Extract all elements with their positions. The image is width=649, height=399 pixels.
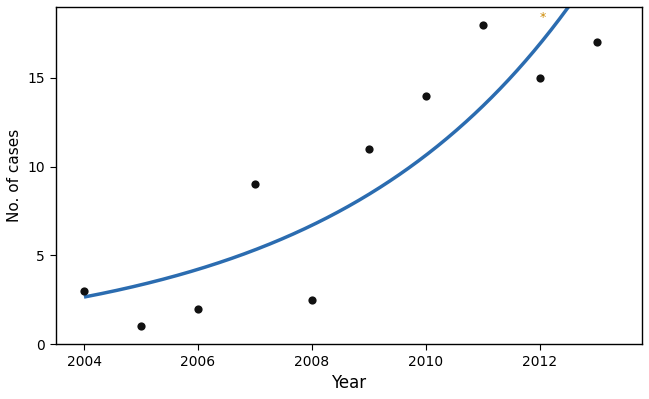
Point: [363, 146, 374, 152]
Point: [136, 323, 146, 330]
X-axis label: Year: Year: [331, 374, 367, 392]
Point: [79, 288, 89, 294]
Point: [193, 305, 203, 312]
Point: [306, 296, 317, 303]
Point: [591, 39, 602, 45]
Point: [250, 181, 260, 188]
Point: [534, 75, 545, 81]
Point: [421, 93, 431, 99]
Y-axis label: No. of cases: No. of cases: [7, 129, 22, 222]
Text: *: *: [539, 11, 546, 24]
Point: [478, 22, 488, 28]
